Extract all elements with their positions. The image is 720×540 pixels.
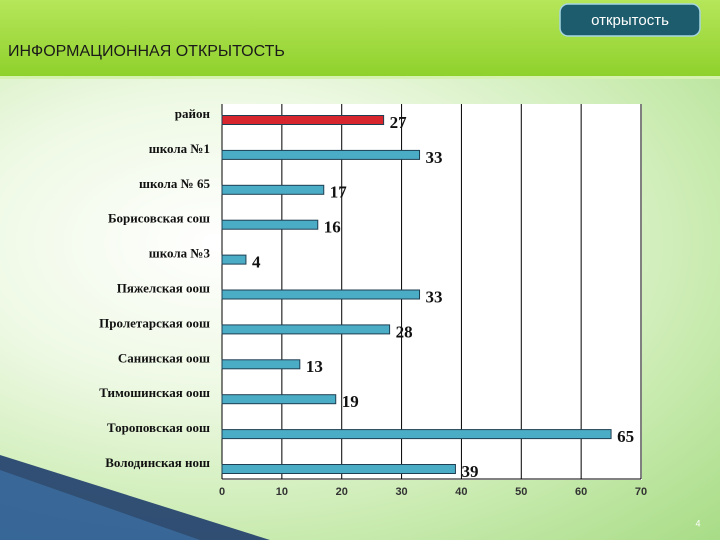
bar [221,219,319,230]
value-label: 33 [426,287,443,306]
value-label: 4 [252,253,261,272]
tab-label: открытость [591,12,669,29]
value-label: 16 [324,218,341,237]
category-label: Санинская оош [118,350,210,365]
value-label: 19 [342,392,359,411]
bar [221,289,421,300]
category-label: Пяжелская оош [117,280,210,295]
value-label: 28 [396,322,413,341]
x-tick-label: 70 [635,486,647,498]
bar [221,115,385,125]
x-tick-label: 20 [336,486,348,498]
category-label: Пролетарская оош [99,315,210,330]
bar [221,429,612,440]
category-label: Борисовская сош [108,211,210,226]
value-label: 17 [330,183,348,202]
decor-swoosh [0,470,200,540]
x-tick-label: 50 [515,486,527,498]
bar [221,359,301,370]
category-label: школа №1 [149,141,210,156]
page-number: 4 [695,518,700,528]
category-label: школа № 65 [139,176,210,191]
bar [221,394,337,405]
tab [559,3,701,37]
bar [221,149,421,160]
category-label: район [175,106,211,121]
category-label: Володинская нош [105,455,210,470]
bar [221,464,456,474]
value-label: 27 [390,113,408,132]
value-label: 39 [461,462,478,481]
x-tick-label: 40 [455,486,467,498]
x-tick-label: 60 [575,486,587,498]
bar [221,254,247,265]
bar [221,324,391,335]
value-label: 33 [426,148,443,167]
value-label: 13 [306,357,323,376]
x-tick-label: 0 [219,486,225,498]
header-rule [0,76,720,79]
category-label: школа №3 [149,246,211,261]
bar [221,184,325,195]
category-label: Тимошинская оош [99,385,210,400]
slide-title: ИНФОРМАЦИОННАЯ ОТКРЫТОСТЬ [8,43,285,60]
x-tick-label: 30 [395,486,407,498]
category-label: Тороповская оош [107,420,210,435]
value-label: 65 [617,427,634,446]
x-tick-label: 10 [276,486,288,498]
